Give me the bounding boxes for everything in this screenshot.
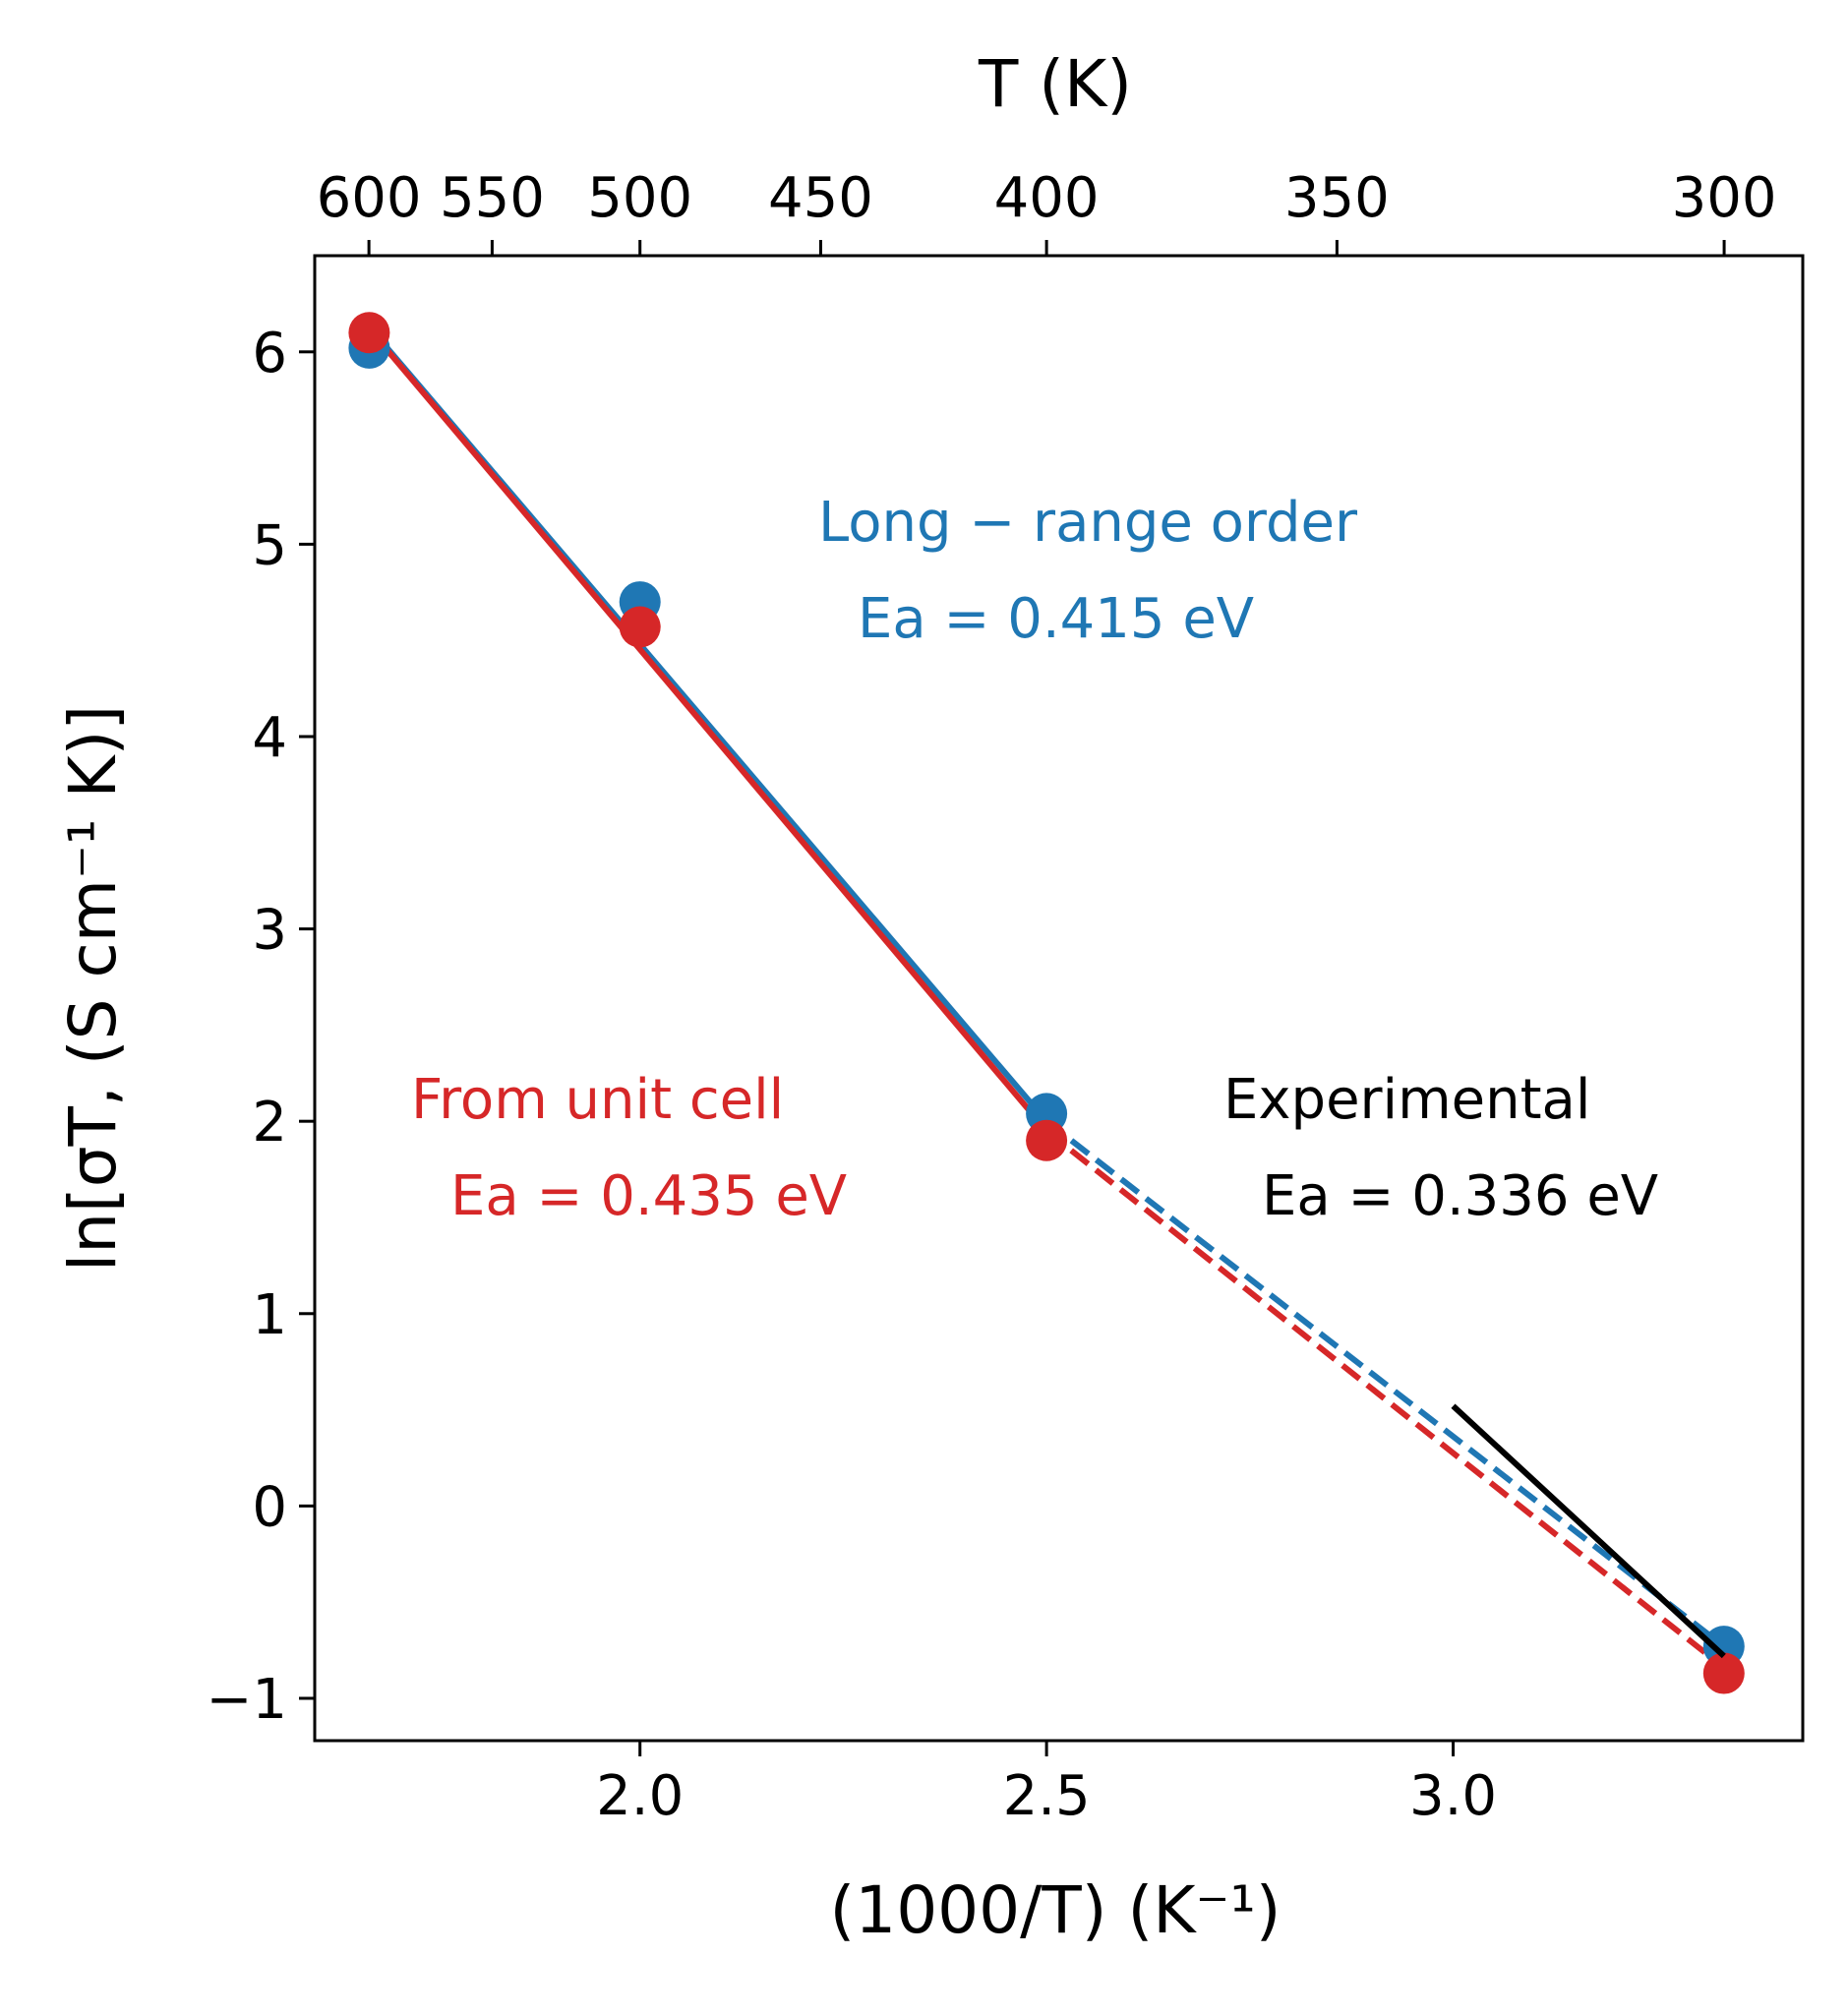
y-tick-label: 1 — [252, 1283, 287, 1347]
annotation-unit-cell: From unit cell — [411, 1068, 784, 1132]
y-tick-label: 6 — [252, 322, 287, 385]
annotation-unit-cell-ea: Ea = 0.435 eV — [450, 1164, 847, 1228]
top-tick-label: 300 — [1672, 166, 1777, 230]
plot-frame — [313, 254, 1805, 1743]
x-tick-label: 2.0 — [596, 1764, 684, 1828]
top-axis-ticks: 600 550 500 450 400 350 300 — [317, 166, 1777, 256]
y-tick-label: 2 — [252, 1091, 287, 1155]
annotation-experimental-ea: Ea = 0.336 eV — [1262, 1164, 1658, 1228]
top-tick-label: 600 — [317, 166, 422, 230]
y-tick-label: 4 — [252, 706, 287, 770]
series-1-solid-fit — [367, 326, 1049, 1133]
series-1-point — [348, 312, 390, 354]
annotation-experimental: Experimental — [1223, 1068, 1590, 1132]
y-axis-title: ln[σT, (S cm⁻¹ K)] — [55, 705, 131, 1272]
series-1-point — [1026, 1119, 1068, 1161]
top-tick-label: 550 — [440, 166, 545, 230]
x-tick-label: 2.5 — [1003, 1764, 1091, 1828]
lines-layer — [367, 325, 1726, 1671]
top-tick-label: 400 — [994, 166, 1100, 230]
annotation-long-range-ea: Ea = 0.415 eV — [858, 587, 1254, 651]
y-tick-label: 0 — [252, 1475, 287, 1539]
top-tick-label: 450 — [768, 166, 873, 230]
x-axis-title: (1000/T) (K⁻¹) — [829, 1872, 1281, 1948]
y-tick-label: 3 — [252, 899, 287, 963]
top-tick-label: 350 — [1284, 166, 1390, 230]
series-0-dashed-fit — [1044, 1118, 1726, 1649]
points-layer — [348, 312, 1745, 1694]
series-1-dashed-fit — [1044, 1128, 1726, 1671]
series-1-point — [1702, 1652, 1745, 1694]
experimental-line — [1451, 1403, 1726, 1659]
top-axis-title: T (K) — [978, 46, 1132, 122]
y-tick-label: 5 — [252, 513, 287, 577]
y-axis-ticks: −1 0 1 2 3 4 5 6 — [206, 322, 315, 1732]
annotation-long-range-order: Long − range order — [818, 491, 1358, 555]
y-tick-label: −1 — [206, 1668, 287, 1732]
top-tick-label: 500 — [587, 166, 692, 230]
x-axis-ticks: 2.0 2.5 3.0 — [596, 1741, 1497, 1828]
series-1-point — [619, 606, 661, 648]
x-tick-label: 3.0 — [1409, 1764, 1497, 1828]
